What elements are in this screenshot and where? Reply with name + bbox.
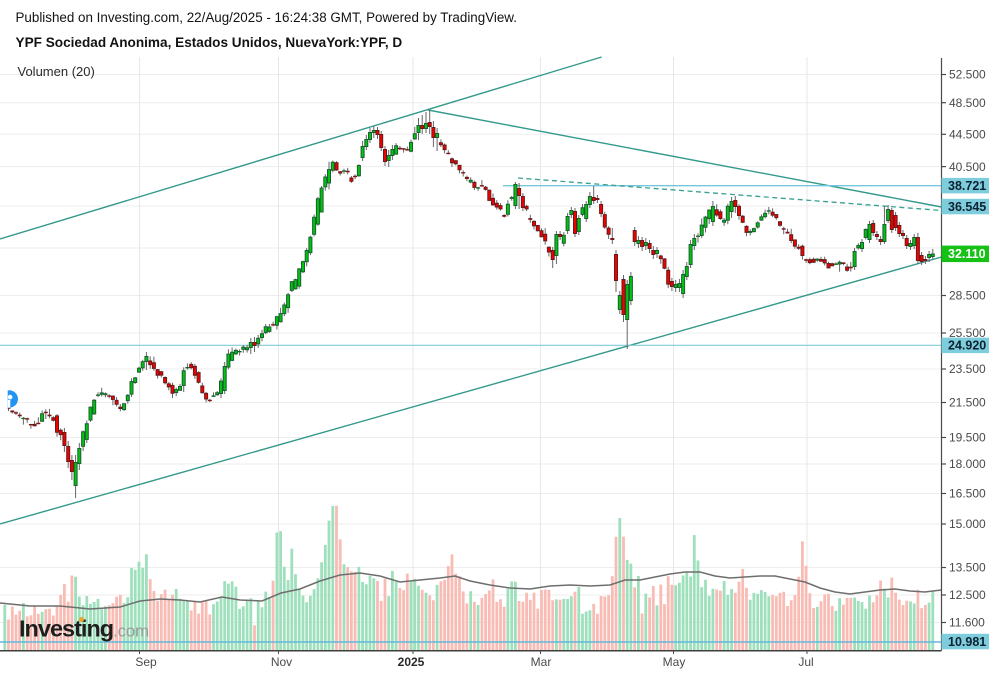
svg-text:May: May bbox=[663, 655, 686, 669]
svg-text:Jul: Jul bbox=[798, 655, 813, 669]
svg-text:25.500: 25.500 bbox=[949, 326, 986, 340]
svg-text:16.500: 16.500 bbox=[949, 487, 986, 501]
svg-text:44.500: 44.500 bbox=[949, 128, 986, 142]
svg-text:52.500: 52.500 bbox=[949, 68, 986, 82]
svg-text:Mar: Mar bbox=[531, 655, 552, 669]
svg-text:11.600: 11.600 bbox=[949, 616, 985, 630]
svg-text:10.981: 10.981 bbox=[948, 635, 986, 649]
svg-text:36.545: 36.545 bbox=[948, 200, 986, 214]
svg-text:38.721: 38.721 bbox=[948, 179, 986, 193]
svg-text:15.000: 15.000 bbox=[949, 517, 986, 531]
svg-text:32.110: 32.110 bbox=[948, 247, 986, 261]
svg-text:12.500: 12.500 bbox=[949, 588, 986, 602]
svg-text:24.920: 24.920 bbox=[948, 339, 986, 353]
svg-text:23.500: 23.500 bbox=[949, 362, 986, 376]
svg-text:Volumen (20): Volumen (20) bbox=[18, 64, 95, 79]
svg-text:21.500: 21.500 bbox=[949, 396, 986, 410]
svg-text:18.000: 18.000 bbox=[949, 457, 986, 471]
svg-text:2025: 2025 bbox=[398, 655, 425, 669]
svg-text:YPF Sociedad Anonima, Estados: YPF Sociedad Anonima, Estados Unidos, Nu… bbox=[16, 35, 403, 50]
svg-text:Published on Investing.com, 22: Published on Investing.com, 22/Aug/2025 … bbox=[16, 10, 517, 25]
svg-text:13.500: 13.500 bbox=[949, 561, 986, 575]
svg-text:40.500: 40.500 bbox=[949, 160, 986, 174]
svg-text:28.500: 28.500 bbox=[949, 289, 986, 303]
svg-text:Nov: Nov bbox=[271, 655, 292, 669]
svg-text:Sep: Sep bbox=[135, 655, 157, 669]
svg-text:48.500: 48.500 bbox=[949, 96, 986, 110]
svg-text:19.500: 19.500 bbox=[949, 431, 986, 445]
